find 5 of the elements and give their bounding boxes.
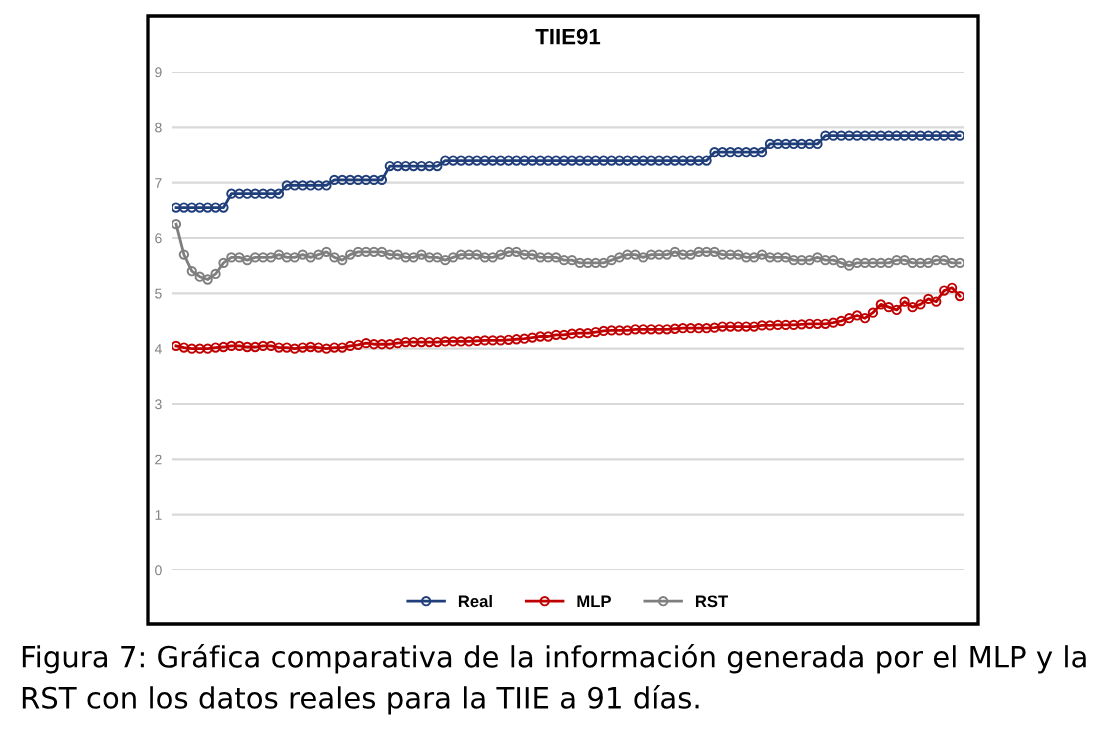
text: Figura 7: Gráfica comparativa de la información generada por el MLP y la RST con los datos reales para la TIIE a 91 días. (22, 644, 1086, 715)
legend-label: MLP (577, 595, 611, 608)
legend-label: Real (458, 594, 492, 608)
legend-label: RST (695, 595, 729, 608)
chart-title: TIIE91 (535, 28, 601, 45)
